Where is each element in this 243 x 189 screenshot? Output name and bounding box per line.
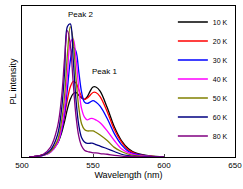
svg-text:50 K: 50 K — [213, 95, 228, 102]
svg-text:600: 600 — [157, 161, 171, 170]
svg-text:PL intensity: PL intensity — [8, 58, 18, 105]
svg-text:Peak 1: Peak 1 — [92, 67, 117, 76]
svg-text:Peak 2: Peak 2 — [68, 10, 93, 19]
svg-text:500: 500 — [15, 161, 29, 170]
svg-text:Wavelength (nm): Wavelength (nm) — [94, 170, 162, 180]
svg-text:60 K: 60 K — [213, 114, 228, 121]
svg-text:80 K: 80 K — [213, 133, 228, 140]
svg-text:30 K: 30 K — [213, 57, 228, 64]
svg-text:10 K: 10 K — [213, 19, 228, 26]
svg-text:550: 550 — [86, 161, 100, 170]
svg-text:40 K: 40 K — [213, 76, 228, 83]
svg-text:650: 650 — [228, 161, 242, 170]
svg-text:20 K: 20 K — [213, 38, 228, 45]
